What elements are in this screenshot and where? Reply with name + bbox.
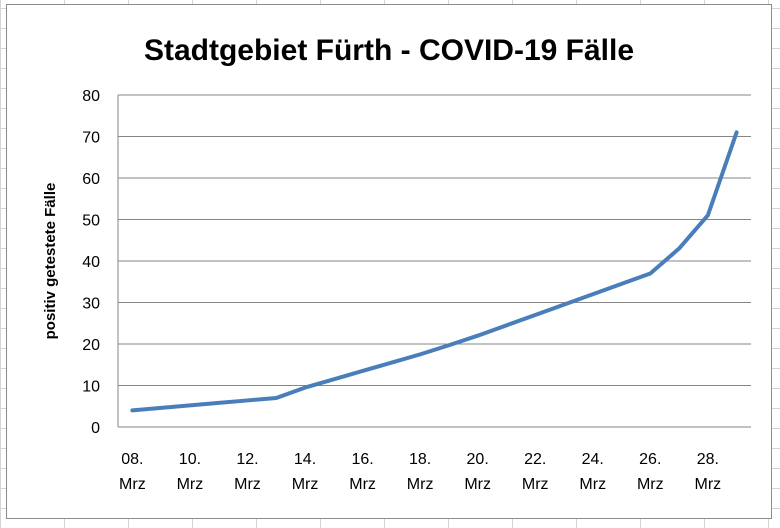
data-line xyxy=(130,130,739,413)
x-tick-label-month: Mrz xyxy=(464,476,491,493)
x-tick-label-month: Mrz xyxy=(349,476,376,493)
y-axis-label: positiv getestete Fälle xyxy=(42,183,59,340)
x-tick-label-month: Mrz xyxy=(637,476,664,493)
x-tick-label-month: Mrz xyxy=(522,476,549,493)
x-tick-label-month: Mrz xyxy=(292,476,319,493)
x-tick-label-day: 24. xyxy=(582,451,604,468)
x-tick-label-day: 10. xyxy=(179,451,201,468)
y-tick-label: 10 xyxy=(82,379,100,396)
x-tick-label-month: Mrz xyxy=(177,476,204,493)
x-tick-label-day: 14. xyxy=(294,451,316,468)
x-tick-label-day: 12. xyxy=(236,451,258,468)
x-tick-label-day: 26. xyxy=(639,451,661,468)
chart-area[interactable]: Stadtgebiet Fürth - COVID-19 Fälle positi… xyxy=(6,4,772,519)
x-tick-label-day: 08. xyxy=(121,451,143,468)
x-tick-label-day: 18. xyxy=(409,451,431,468)
x-tick-label-month: Mrz xyxy=(234,476,261,493)
y-tick-label: 20 xyxy=(82,337,100,354)
x-tick-label-month: Mrz xyxy=(579,476,606,493)
x-tick-label-day: 20. xyxy=(467,451,489,468)
y-tick-label: 80 xyxy=(82,88,100,105)
x-tick-label-day: 22. xyxy=(524,451,546,468)
x-tick-label-month: Mrz xyxy=(695,476,722,493)
x-tick-label-day: 16. xyxy=(351,451,373,468)
y-tick-label: 40 xyxy=(82,254,100,271)
chart-title: Stadtgebiet Fürth - COVID-19 Fälle xyxy=(144,34,634,67)
x-tick-label-month: Mrz xyxy=(119,476,146,493)
line-chart: Stadtgebiet Fürth - COVID-19 Fälle positi… xyxy=(42,34,751,493)
x-tick-label-day: 28. xyxy=(697,451,719,468)
y-tick-label: 30 xyxy=(82,296,100,313)
y-tick-label: 50 xyxy=(82,213,100,230)
y-tick-label: 70 xyxy=(82,130,100,147)
y-tick-label: 0 xyxy=(91,420,100,437)
x-tick-label-month: Mrz xyxy=(407,476,434,493)
y-tick-label: 60 xyxy=(82,171,100,188)
